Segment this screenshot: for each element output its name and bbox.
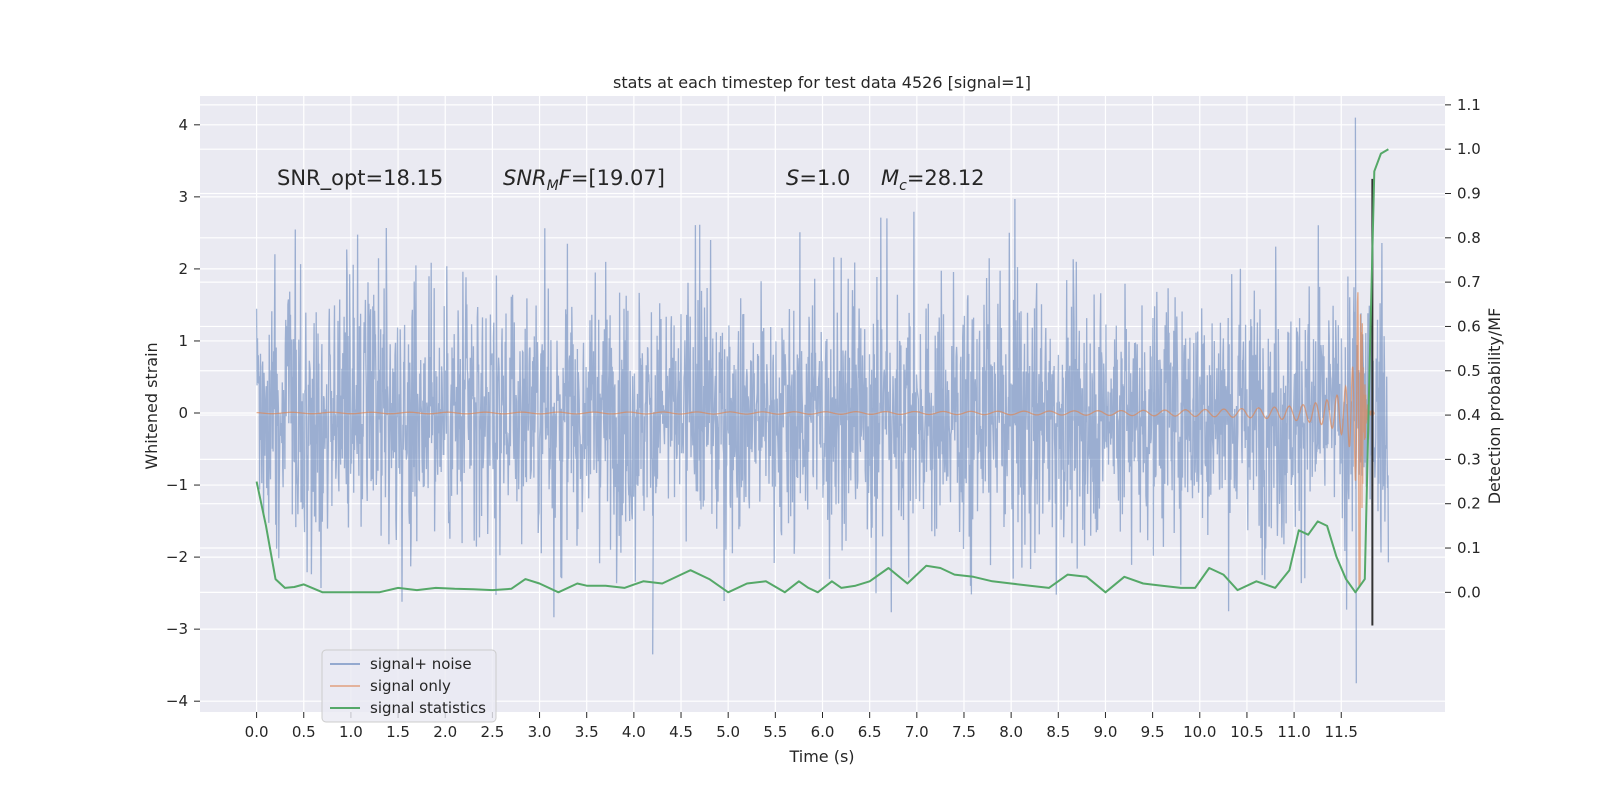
- y-axis-right-label: Detection probability/MF: [1485, 308, 1504, 505]
- x-tick-label: 8.5: [1046, 723, 1070, 741]
- y-right-tick-label: 0.0: [1457, 583, 1481, 601]
- annotation-snr-mf-f: F: [559, 166, 572, 190]
- x-axis-label: Time (s): [788, 747, 854, 766]
- chart-title: stats at each timestep for test data 452…: [613, 73, 1031, 92]
- annotation-mc-sub: c: [899, 178, 907, 194]
- x-tick-label: 11.5: [1325, 723, 1358, 741]
- annotation-snr-mf-sub: M: [547, 178, 559, 194]
- y-tick-label: 1: [178, 332, 188, 350]
- y-right-tick-label: 0.3: [1457, 450, 1481, 468]
- annotation-snr-opt: SNR_opt=18.15: [277, 166, 443, 191]
- annotation-snr-mf-value: =[19.07]: [571, 166, 665, 190]
- annotations: SNR_opt=18.15 SNRMF=[19.07] S=1.0 Mc=28.…: [277, 166, 985, 194]
- x-tick-label: 0.5: [292, 723, 316, 741]
- x-tick-label: 11.0: [1277, 723, 1310, 741]
- annotation-mc: Mc=28.12: [881, 166, 985, 194]
- x-tick-label: 9.0: [1094, 723, 1118, 741]
- x-tick-label: 7.0: [905, 723, 929, 741]
- y-right-tick-label: 0.4: [1457, 406, 1481, 424]
- y-right-tick-label: 0.6: [1457, 317, 1481, 335]
- y-right-tick-label: 0.9: [1457, 184, 1481, 202]
- x-tick-label: 0.0: [245, 723, 269, 741]
- y-tick-label: −2: [166, 548, 188, 566]
- y-tick-label: 4: [178, 116, 188, 134]
- annotation-s: S=1.0: [786, 166, 850, 190]
- series-signal-only: [256, 292, 1375, 587]
- y-tick-label: 3: [178, 188, 188, 206]
- y-right-tick-label: 0.8: [1457, 229, 1481, 247]
- y-right-tick-label: 0.2: [1457, 495, 1481, 513]
- annotation-snr-mf: SNRMF=[19.07]: [503, 166, 665, 194]
- y-tick-label: −1: [166, 476, 188, 494]
- x-tick-label: 7.5: [952, 723, 976, 741]
- y-tick-label: 0: [178, 404, 188, 422]
- x-tick-label: 10.5: [1230, 723, 1263, 741]
- annotation-s-value: =1.0: [799, 166, 850, 190]
- x-tick-label: 4.5: [669, 723, 693, 741]
- x-tick-label: 10.0: [1183, 723, 1216, 741]
- axes-layer: 0.0 0.5 1.0 1.5 2.0 2.5 3.0 3.5 4.0 4.5 5.0 5.5 6.0 6…: [166, 96, 1481, 741]
- annotation-s-label: S: [786, 166, 799, 190]
- x-tick-label: 6.0: [811, 723, 835, 741]
- x-tick-label: 1.5: [386, 723, 410, 741]
- y-tick-label: −3: [166, 620, 188, 638]
- x-tick-label: 5.0: [716, 723, 740, 741]
- y-axis-label: Whitened strain: [142, 342, 161, 469]
- annotation-snr-mf-label: SNR: [503, 166, 547, 190]
- x-tick-label: 2.5: [480, 723, 504, 741]
- x-tick-label: 3.5: [575, 723, 599, 741]
- legend-label-signal-only: signal only: [370, 677, 451, 695]
- y-right-tick-label: 0.5: [1457, 362, 1481, 380]
- series-signal-noise: [255, 117, 1390, 684]
- y-right-tick-label: 0.1: [1457, 539, 1481, 557]
- legend: signal+ noise signal only signal statist…: [321, 649, 497, 723]
- annotation-mc-value: =28.12: [907, 166, 985, 190]
- y-right-tick-label: 0.7: [1457, 273, 1481, 291]
- legend-frame: [321, 649, 497, 723]
- x-tick-label: 5.5: [763, 723, 787, 741]
- x-tick-label: 8.0: [999, 723, 1023, 741]
- legend-label-signal-statistics: signal statistics: [370, 699, 486, 717]
- annotation-mc-label: M: [881, 166, 899, 190]
- y-tick-label: 2: [178, 260, 188, 278]
- y-tick-label: −4: [166, 692, 188, 710]
- x-tick-label: 3.0: [528, 723, 552, 741]
- y-right-tick-label: 1.1: [1457, 96, 1481, 114]
- x-tick-label: 1.0: [339, 723, 363, 741]
- legend-label-signal-noise: signal+ noise: [370, 655, 472, 673]
- series-layer: [255, 117, 1390, 684]
- x-tick-label: 9.5: [1141, 723, 1165, 741]
- y-right-tick-label: 1.0: [1457, 140, 1481, 158]
- series-signal-statistics: [255, 148, 1389, 594]
- x-tick-label: 2.0: [433, 723, 457, 741]
- x-tick-label: 6.5: [858, 723, 882, 741]
- x-tick-label: 4.0: [622, 723, 646, 741]
